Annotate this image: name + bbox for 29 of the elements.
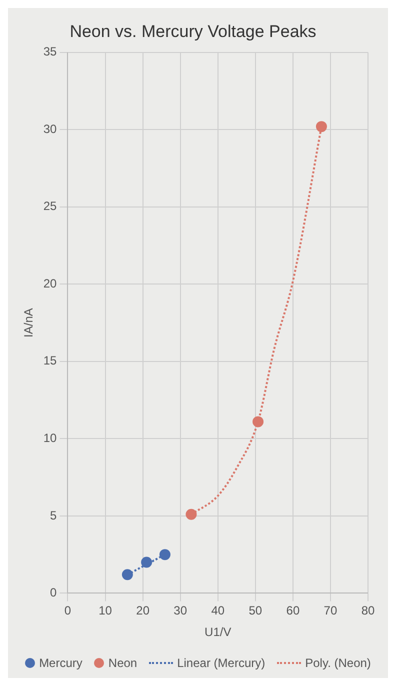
x-tick-label: 30 [174, 604, 188, 618]
y-tick-label: 30 [43, 122, 58, 136]
legend-label: Poly. (Neon) [305, 656, 371, 670]
x-tick-label: 40 [211, 604, 225, 618]
x-tick-label: 0 [64, 604, 72, 618]
y-tick-label: 35 [43, 44, 58, 59]
x-tick-label: 20 [136, 604, 150, 618]
legend-label: Neon [108, 656, 138, 670]
x-tick-label: 70 [324, 604, 338, 618]
y-tick-label: 25 [43, 199, 58, 214]
point [186, 508, 197, 520]
y-axis-title: IA/nA [22, 308, 36, 338]
legend-label: Linear (Mercury) [177, 656, 266, 670]
point [159, 549, 170, 560]
point [122, 569, 133, 580]
y-tick-label: 0 [50, 586, 58, 600]
x-axis-title: U1/V [204, 625, 232, 640]
legend-label: Mercury [39, 656, 82, 670]
y-tick-label: 5 [50, 508, 58, 522]
point [316, 121, 327, 132]
chart-title: Neon vs. Mercury Voltage Peaks [70, 22, 316, 41]
x-tick-label: 60 [286, 604, 300, 618]
y-tick-label: 20 [43, 276, 58, 290]
point [252, 416, 264, 428]
y-tick-label: 10 [43, 431, 58, 445]
x-tick-label: 80 [361, 604, 375, 618]
y-tick-label: 15 [43, 354, 58, 368]
x-tick-label: 10 [98, 604, 112, 618]
x-tick-label: 50 [248, 604, 262, 618]
